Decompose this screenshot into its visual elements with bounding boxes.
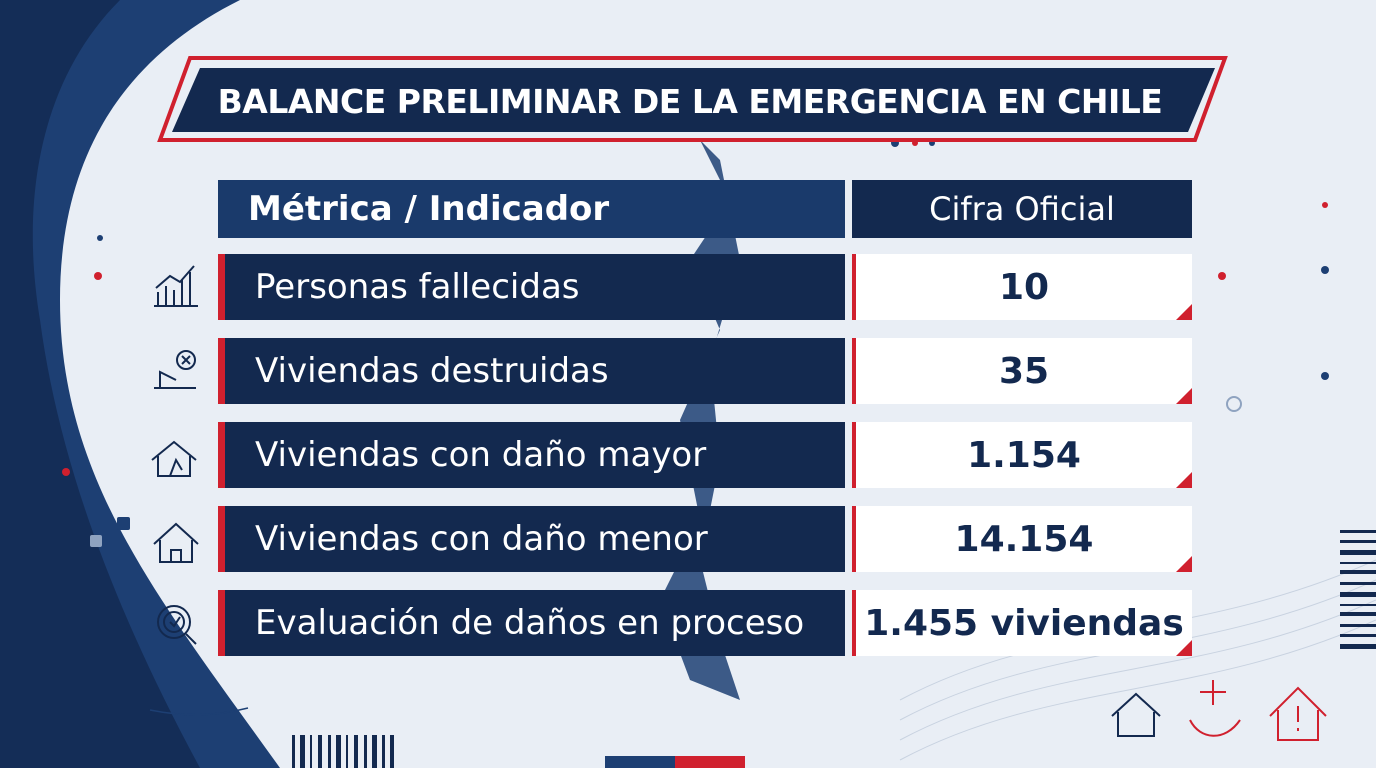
flag-blue bbox=[605, 756, 675, 768]
value-cell: 35 bbox=[852, 338, 1192, 404]
metric-cell: Personas fallecidas bbox=[218, 254, 845, 320]
cell-text: 14.154 bbox=[954, 518, 1094, 560]
column-header: Métrica / Indicador bbox=[218, 180, 845, 238]
cell-text: Evaluación de daños en proceso bbox=[255, 603, 805, 643]
cell-text: Viviendas destruidas bbox=[255, 351, 609, 391]
flag-red bbox=[675, 756, 745, 768]
bottom-icons-red bbox=[1189, 680, 1327, 741]
cell-text: Viviendas con daño menor bbox=[255, 519, 708, 559]
row-icons bbox=[151, 265, 199, 645]
metric-cell: Viviendas con daño menor bbox=[218, 506, 845, 572]
corner-accent bbox=[1176, 388, 1192, 404]
bottom-icons bbox=[1111, 692, 1161, 737]
column-header: Cifra Oficial bbox=[852, 180, 1192, 238]
metric-cell: Viviendas con daño mayor bbox=[218, 422, 845, 488]
cell-text: 10 bbox=[998, 266, 1050, 308]
value-cell: 14.154 bbox=[852, 506, 1192, 572]
corner-accent bbox=[1176, 304, 1192, 320]
dots bbox=[62, 139, 1329, 547]
cell-text: Personas fallecidas bbox=[255, 267, 580, 307]
cell-text: Viviendas con daño mayor bbox=[255, 435, 707, 475]
corner-accent bbox=[1176, 640, 1192, 656]
corner-accent bbox=[1176, 472, 1192, 488]
cell-text: 1.154 bbox=[967, 434, 1081, 476]
value-cell: 10 bbox=[852, 254, 1192, 320]
metric-cell: Viviendas destruidas bbox=[218, 338, 845, 404]
barcode bbox=[292, 530, 1376, 768]
left-swoosh-dark bbox=[0, 0, 200, 768]
corner-accent bbox=[1176, 556, 1192, 572]
value-cell: 1.455 viviendas bbox=[852, 590, 1192, 656]
arrow bbox=[149, 707, 249, 716]
cell-text: 35 bbox=[998, 350, 1050, 392]
value-cell: 1.154 bbox=[852, 422, 1192, 488]
title-banner bbox=[172, 68, 1215, 132]
metric-cell: Evaluación de daños en proceso bbox=[218, 590, 845, 656]
title-outline bbox=[157, 56, 1228, 142]
cell-text: 1.455 viviendas bbox=[864, 602, 1184, 644]
title: BALANCE PRELIMINAR DE LA EMERGENCIA EN C… bbox=[217, 81, 1163, 121]
